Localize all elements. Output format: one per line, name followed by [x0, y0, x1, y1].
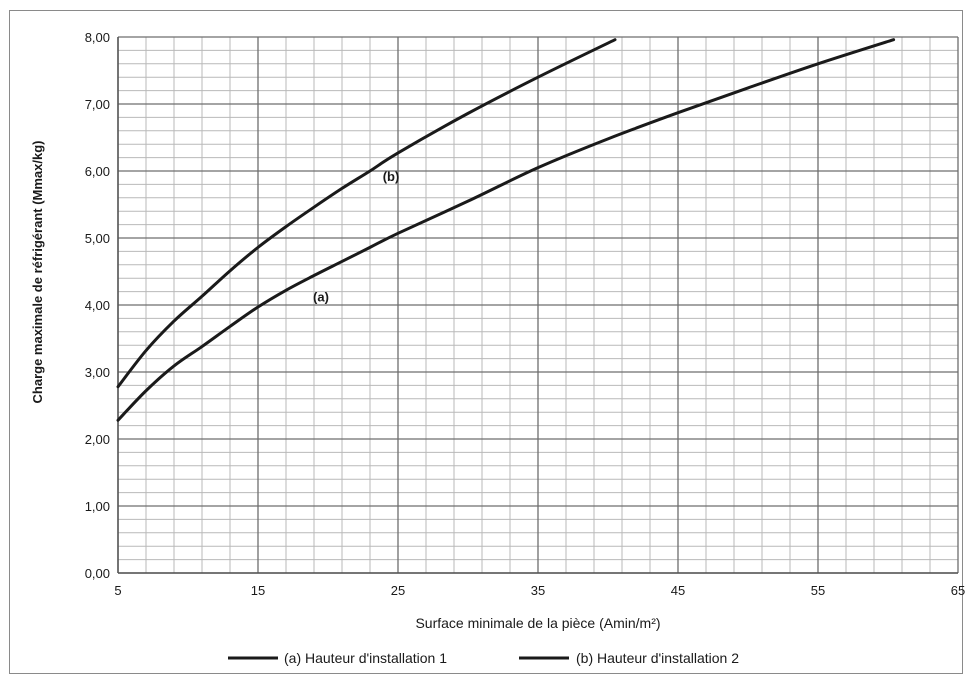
x-tick-label: 55 [811, 583, 825, 598]
series-line-a [116, 38, 896, 422]
x-tick-labels: 5 15 25 35 45 55 65 [114, 583, 965, 598]
x-tick-label: 5 [114, 583, 121, 598]
x-tick-label: 65 [951, 583, 965, 598]
y-tick-label: 2,00 [85, 432, 110, 447]
y-tick-label: 1,00 [85, 499, 110, 514]
y-tick-label: 7,00 [85, 97, 110, 112]
y-tick-label: 3,00 [85, 365, 110, 380]
axes [117, 37, 958, 574]
y-axis-title: Charge maximale de réfrigérant (Mmax/kg) [30, 141, 45, 404]
series-lines [116, 38, 896, 422]
legend: (a) Hauteur d'installation 1 (b) Hauteur… [228, 650, 739, 666]
y-tick-label: 0,00 [85, 566, 110, 581]
legend-label-b: (b) Hauteur d'installation 2 [576, 650, 739, 666]
x-axis-title: Surface minimale de la pièce (Amin/m²) [415, 615, 660, 631]
x-tick-label: 35 [531, 583, 545, 598]
series-annotation-b: (b) [383, 169, 400, 184]
series-annotations: (a) (b) [313, 169, 399, 305]
y-tick-label: 8,00 [85, 30, 110, 45]
x-tick-label: 25 [391, 583, 405, 598]
legend-label-a: (a) Hauteur d'installation 1 [284, 650, 447, 666]
x-tick-label: 45 [671, 583, 685, 598]
series-line-b [116, 38, 617, 389]
y-tick-label: 6,00 [85, 164, 110, 179]
y-tick-label: 4,00 [85, 298, 110, 313]
y-tick-labels: 0,00 1,00 2,00 3,00 4,00 5,00 6,00 7,00 8,00 [85, 30, 110, 581]
x-tick-label: 15 [251, 583, 265, 598]
y-tick-label: 5,00 [85, 231, 110, 246]
chart-frame [9, 10, 963, 674]
major-gridlines [117, 36, 959, 574]
series-annotation-a: (a) [313, 290, 329, 305]
